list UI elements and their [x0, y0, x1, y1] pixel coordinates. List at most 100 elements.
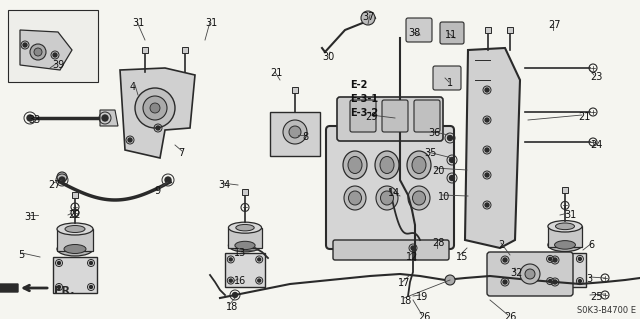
- Text: 9: 9: [154, 186, 160, 196]
- Circle shape: [548, 257, 552, 260]
- FancyArrow shape: [0, 281, 18, 295]
- Text: 39: 39: [52, 60, 64, 70]
- Ellipse shape: [65, 226, 85, 233]
- Text: 5: 5: [18, 250, 24, 260]
- Ellipse shape: [343, 151, 367, 179]
- FancyBboxPatch shape: [326, 126, 454, 249]
- Text: 36: 36: [428, 128, 440, 138]
- Text: 34: 34: [218, 180, 230, 190]
- Circle shape: [57, 172, 67, 182]
- Bar: [292, 87, 298, 93]
- Circle shape: [411, 246, 415, 250]
- Circle shape: [229, 258, 232, 261]
- Text: 26: 26: [418, 312, 430, 319]
- Circle shape: [30, 44, 46, 60]
- Ellipse shape: [412, 157, 426, 174]
- Ellipse shape: [57, 223, 93, 235]
- Ellipse shape: [381, 191, 394, 205]
- Text: 33: 33: [28, 115, 40, 125]
- Circle shape: [258, 258, 260, 261]
- Circle shape: [90, 262, 93, 264]
- Text: 23: 23: [590, 72, 602, 82]
- Text: 10: 10: [438, 192, 451, 202]
- Text: 32: 32: [510, 268, 522, 278]
- Circle shape: [447, 136, 452, 140]
- FancyBboxPatch shape: [350, 100, 376, 132]
- Ellipse shape: [548, 238, 582, 252]
- Text: 31: 31: [205, 18, 217, 28]
- Circle shape: [23, 43, 27, 47]
- Circle shape: [128, 138, 132, 142]
- Ellipse shape: [556, 223, 575, 230]
- Ellipse shape: [413, 191, 426, 205]
- Ellipse shape: [380, 157, 394, 174]
- Bar: [8, 10, 98, 82]
- Circle shape: [449, 175, 454, 181]
- Circle shape: [485, 148, 489, 152]
- Ellipse shape: [407, 151, 431, 179]
- Circle shape: [58, 262, 61, 264]
- Circle shape: [90, 286, 93, 288]
- Ellipse shape: [375, 151, 399, 179]
- Text: 28: 28: [432, 238, 444, 248]
- Text: 35: 35: [424, 148, 436, 158]
- Circle shape: [548, 279, 552, 283]
- Circle shape: [229, 279, 232, 282]
- Circle shape: [553, 280, 557, 284]
- Text: 18: 18: [226, 302, 238, 312]
- Circle shape: [445, 275, 455, 285]
- Text: 16: 16: [234, 276, 246, 286]
- Text: E-3-2: E-3-2: [350, 108, 378, 118]
- Circle shape: [59, 177, 65, 183]
- Text: 38: 38: [408, 28, 420, 38]
- Ellipse shape: [348, 157, 362, 174]
- Circle shape: [102, 115, 108, 121]
- Bar: [270, 112, 320, 156]
- Circle shape: [135, 88, 175, 128]
- FancyBboxPatch shape: [414, 100, 440, 132]
- Text: 14: 14: [388, 188, 400, 198]
- Bar: [57, 229, 93, 251]
- Polygon shape: [100, 110, 118, 126]
- Bar: [228, 228, 262, 248]
- FancyBboxPatch shape: [337, 97, 443, 141]
- Ellipse shape: [64, 244, 86, 254]
- Ellipse shape: [376, 186, 398, 210]
- Circle shape: [232, 293, 237, 298]
- Circle shape: [485, 118, 489, 122]
- Text: 21: 21: [578, 112, 590, 122]
- Text: 18: 18: [400, 296, 412, 306]
- Bar: [142, 47, 148, 53]
- Text: 15: 15: [456, 252, 468, 262]
- Text: 31: 31: [24, 212, 36, 222]
- Text: 30: 30: [322, 52, 334, 62]
- Circle shape: [579, 257, 581, 260]
- Text: 7: 7: [178, 148, 184, 158]
- FancyBboxPatch shape: [440, 22, 464, 44]
- Polygon shape: [20, 30, 72, 70]
- Text: 20: 20: [432, 166, 444, 176]
- Text: E-3-1: E-3-1: [350, 94, 378, 104]
- Text: 29: 29: [365, 112, 378, 122]
- Text: 6: 6: [588, 240, 594, 250]
- Polygon shape: [465, 48, 520, 248]
- Text: FR.: FR.: [54, 286, 74, 296]
- Bar: [53, 257, 97, 293]
- Ellipse shape: [548, 221, 582, 232]
- Bar: [182, 47, 188, 53]
- Circle shape: [485, 173, 489, 177]
- Ellipse shape: [554, 241, 575, 249]
- Text: 37: 37: [362, 12, 374, 22]
- Text: 27: 27: [48, 180, 61, 190]
- Text: 8: 8: [302, 132, 308, 142]
- Ellipse shape: [235, 241, 255, 249]
- Text: 19: 19: [416, 292, 428, 302]
- Ellipse shape: [344, 186, 366, 210]
- Circle shape: [34, 48, 42, 56]
- FancyBboxPatch shape: [382, 100, 408, 132]
- Polygon shape: [120, 68, 195, 158]
- FancyBboxPatch shape: [433, 66, 461, 90]
- Circle shape: [289, 126, 301, 138]
- Circle shape: [165, 177, 171, 183]
- Circle shape: [503, 280, 507, 284]
